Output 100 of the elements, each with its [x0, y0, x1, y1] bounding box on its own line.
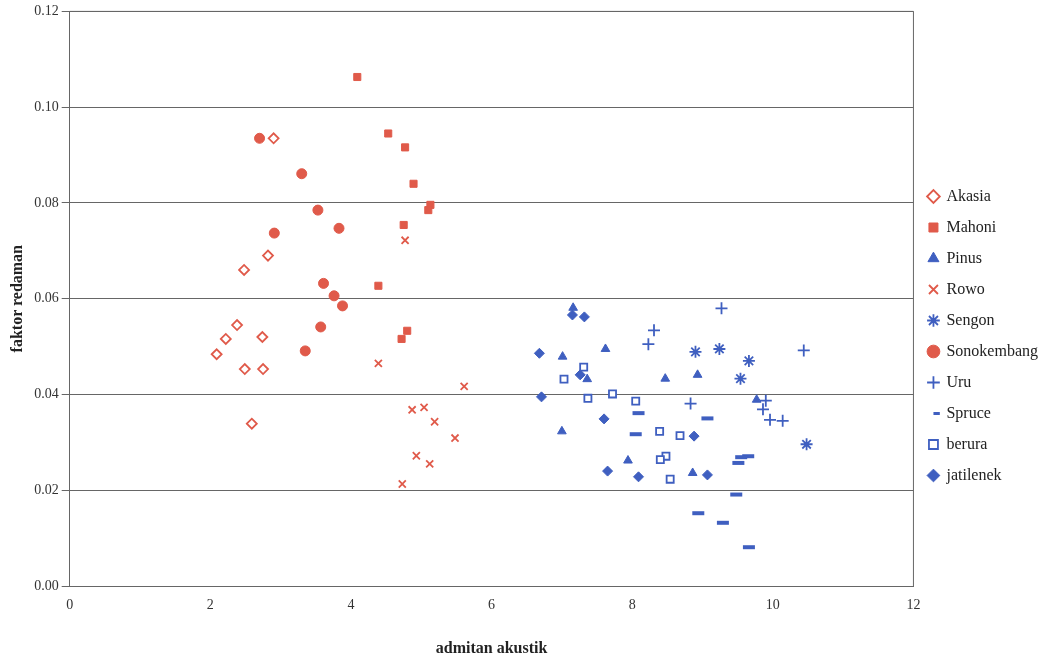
legend-label: Akasia [946, 186, 991, 204]
point [758, 393, 773, 408]
point [245, 417, 258, 430]
point [714, 301, 729, 316]
legend-label: Rowo [946, 279, 985, 297]
point [299, 345, 311, 357]
point [557, 425, 567, 435]
point [799, 437, 814, 452]
point [688, 430, 700, 442]
point [430, 417, 440, 427]
legend-label: jatilenek [945, 465, 1002, 484]
point [411, 451, 421, 461]
point [701, 469, 713, 481]
point [318, 277, 330, 289]
point [579, 362, 589, 372]
y-tick-label: 0.10 [34, 98, 59, 114]
point [459, 381, 469, 391]
point [238, 363, 251, 375]
point [631, 396, 641, 406]
point [256, 331, 269, 343]
x-tick-label: 0 [66, 597, 74, 613]
point [692, 369, 703, 378]
point [353, 72, 362, 82]
point [403, 326, 412, 335]
x-tick-label: 8 [628, 597, 636, 613]
point [333, 222, 345, 234]
point [557, 351, 568, 360]
point [533, 347, 545, 359]
point [665, 474, 675, 484]
point [675, 431, 685, 441]
y-tick-label: 0.12 [34, 3, 59, 19]
y-tick-label: 0.02 [34, 481, 59, 497]
point [712, 342, 727, 356]
x-tick-label: 4 [347, 597, 355, 613]
point [328, 290, 340, 302]
x-axis-title: admitan akustik [435, 638, 548, 656]
point [384, 129, 393, 138]
point [598, 413, 610, 425]
legend-label: Sonokembang [946, 341, 1038, 360]
point [257, 363, 269, 375]
point [536, 391, 547, 403]
point [238, 264, 250, 276]
x-tick-label: 12 [906, 597, 921, 613]
point [268, 227, 280, 239]
point [450, 433, 460, 443]
point [683, 396, 698, 411]
x-tick-label: 10 [765, 597, 780, 613]
point [315, 321, 327, 333]
point [374, 281, 383, 290]
point [373, 358, 383, 368]
legend-label: berura [946, 434, 988, 452]
point [262, 249, 274, 262]
legend-label: Mahoni [946, 217, 997, 235]
point [742, 354, 756, 368]
point [688, 344, 703, 359]
point [231, 319, 243, 331]
point [687, 467, 698, 476]
y-tick-label: 0.00 [34, 577, 59, 593]
point [600, 343, 611, 352]
point [397, 334, 406, 343]
point [409, 179, 418, 188]
point [425, 459, 435, 469]
legend-label: Spruce [946, 403, 991, 422]
point [210, 348, 223, 361]
point [407, 405, 417, 415]
point [559, 374, 569, 384]
point [254, 132, 266, 144]
point [566, 309, 578, 321]
point [583, 393, 593, 403]
point [400, 235, 410, 245]
y-tick-label: 0.04 [34, 386, 59, 402]
x-tick-label: 2 [206, 597, 214, 613]
point [655, 426, 665, 436]
point [633, 471, 645, 483]
point [424, 206, 433, 215]
point [574, 369, 586, 381]
point [401, 143, 410, 152]
x-tick-label: 6 [488, 597, 496, 613]
point [397, 479, 407, 489]
point [578, 311, 590, 323]
point [796, 343, 811, 358]
point [419, 402, 429, 412]
point [623, 455, 633, 464]
point [312, 204, 324, 216]
point [660, 373, 671, 382]
point [568, 302, 578, 311]
y-tick-label: 0.06 [34, 290, 59, 306]
point [267, 132, 280, 145]
legend-label: Pinus [946, 248, 983, 266]
point [337, 300, 349, 312]
point [751, 394, 762, 403]
point [733, 371, 748, 386]
point [399, 220, 408, 229]
point [602, 465, 614, 477]
legend-label: Uru [946, 372, 972, 390]
point [655, 455, 665, 465]
y-axis-title: faktor redaman [7, 244, 25, 353]
point [608, 389, 617, 399]
point [219, 333, 232, 345]
point [582, 373, 593, 383]
